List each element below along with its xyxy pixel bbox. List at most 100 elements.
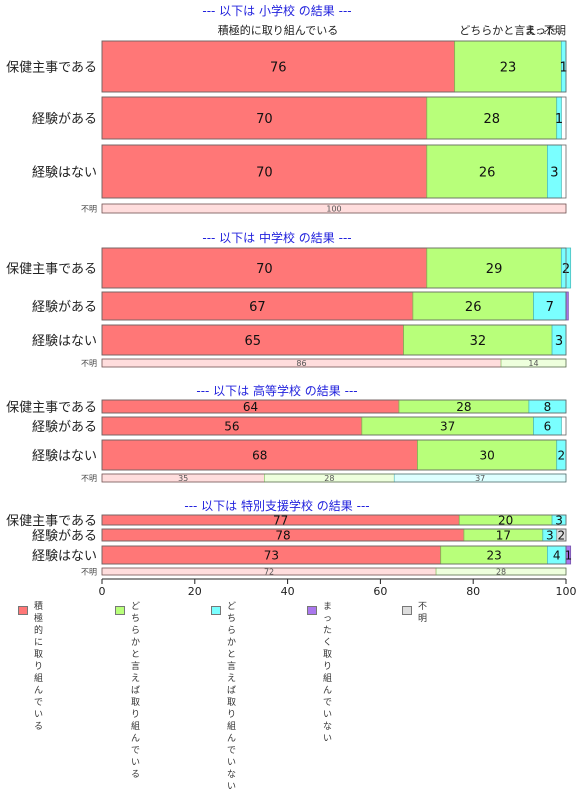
data-label: 3 [555,514,563,528]
unknown-row-label: 不明 [81,474,97,483]
row-label: 経験がある [32,420,97,435]
legend-swatch [115,606,125,615]
unknown-data-label: 14 [528,359,538,368]
data-label: 70 [256,262,273,277]
unknown-bar-outline [101,567,567,576]
unknown-data-label: 28 [324,474,334,483]
unknown-row-label: 不明 [81,359,97,368]
data-label: 37 [440,420,455,434]
unknown-row-label: 不明 [81,568,97,577]
stacked-bar-chart: 積極的に取り組んでいる どちらかと言え...まった..不明--- 以下は 小学校 … [6,3,577,598]
panel-title: --- 以下は 高等学校 の結果 --- [196,383,357,398]
bar-segment [417,439,558,471]
bar-segment [101,291,414,321]
row-label: 経験はない [32,449,97,464]
data-label: 28 [483,112,500,127]
unknown-data-label: 28 [496,568,506,577]
bar-outline [101,144,567,199]
unknown-data-label: 35 [178,474,188,483]
data-label: 73 [264,549,279,563]
data-label: 77 [273,514,288,528]
data-label: 17 [496,529,511,543]
bar-outline [101,96,567,140]
legend-swatch [402,606,412,615]
data-label: 1 [564,549,572,563]
panel-title: --- 以下は 特別支援学校 の結果 --- [184,498,369,513]
data-label: 64 [243,400,258,414]
data-label: 3 [550,165,558,180]
row-label: 保健主事である [6,514,97,529]
bar-outline [101,40,567,93]
data-label: 3 [555,334,563,349]
bar-segment [426,144,548,199]
unknown-bar-outline [101,203,567,214]
data-label: 4 [553,549,561,563]
unknown-data-label: 100 [326,205,341,214]
legend-swatch [307,606,317,615]
x-tick-label: 0 [99,585,106,598]
unknown-bar-outline [101,358,567,368]
data-label: 2 [558,449,566,463]
data-label: 76 [270,60,287,75]
bar-outline [101,439,567,471]
bar-segment [412,291,534,321]
row-label: 保健主事である [6,401,97,416]
row-label: 保健主事である [6,61,97,76]
panel-title: --- 以下は 小学校 の結果 --- [202,3,351,18]
data-label: 70 [256,165,273,180]
legend-label: どちらかと言えば 取り組んでいない [227,602,237,792]
data-label: 26 [465,300,482,315]
row-label: 経験はない [32,166,97,181]
data-label: 70 [256,112,273,127]
data-label: 23 [500,60,517,75]
row-label: 経験はない [32,334,97,349]
data-label: 3 [546,529,554,543]
data-label: 32 [470,334,487,349]
data-label: 6 [544,420,552,434]
data-label: 78 [275,529,290,543]
bar-segment [533,291,567,321]
data-label: 29 [486,262,503,277]
unknown-bar-outline [101,473,567,483]
legend-label: 積極的に 取り組んでいる [34,602,44,732]
header-label-0: 積極的に取り組んでいる [218,23,338,37]
data-label: 8 [544,400,552,414]
bar-outline [101,324,567,356]
header-label-3: 不明 [544,24,566,37]
bar-outline [101,247,567,289]
data-label: 56 [224,420,239,434]
data-label: 30 [479,449,494,463]
row-label: 経験がある [32,300,97,315]
bar-outline [101,399,567,414]
unknown-row-label: 不明 [81,205,97,214]
row-label: 経験がある [32,112,97,127]
legend-label: まったく 取り組んでいない [323,602,333,744]
panel-title: --- 以下は 中学校 の結果 --- [202,230,351,245]
x-tick-label: 20 [188,585,202,598]
data-label: 23 [486,549,501,563]
data-label: 20 [498,514,513,528]
x-tick-label: 40 [281,585,295,598]
bar-segment [403,324,553,356]
header-label-2: まった.. [524,24,564,37]
bar-segment [101,40,456,93]
data-label: 7 [546,300,554,315]
data-label: 2 [558,529,566,543]
x-tick-label: 100 [556,585,577,598]
bar-outline [101,416,567,436]
bar-outline [101,291,567,321]
legend-label: どちらかと言えば 取り組んでいる [131,602,141,780]
data-label: 26 [479,165,496,180]
unknown-data-label: 37 [475,474,485,483]
data-label: 65 [245,334,262,349]
x-tick-label: 60 [373,585,387,598]
data-label: 1 [560,60,568,75]
data-label: 1 [555,112,563,127]
legend-swatch [211,606,221,615]
unknown-data-label: 86 [296,359,306,368]
row-label: 経験がある [32,529,97,544]
bar-outline [101,545,567,565]
header-label-1: どちらかと言え... [459,24,547,37]
data-label: 68 [252,449,267,463]
unknown-data-label: 72 [264,568,274,577]
